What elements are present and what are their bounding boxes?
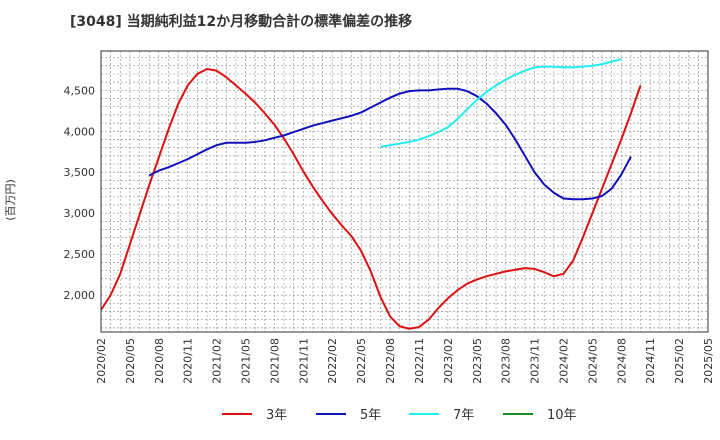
y-axis-label: (百万円) [4, 179, 17, 221]
x-tick-label: 2023/08 [500, 338, 513, 384]
plot-area: 2,000 2,500 3,000 3,500 4,000 4,500 2020/02 202… [64, 50, 715, 384]
x-tick-label: 2024/05 [586, 338, 599, 384]
y-tick-label: 3,000 [64, 207, 96, 220]
y-tick-label: 4,000 [64, 125, 96, 138]
series-line-3年 [100, 68, 642, 330]
legend-label-7年: 7年 [453, 408, 474, 423]
plot-border [100, 50, 709, 333]
x-tick-label: 2020/08 [153, 338, 166, 384]
x-tick-label: 2024/02 [557, 338, 570, 384]
x-tick-label: 2020/11 [182, 338, 195, 384]
y-tick-label: 2,500 [64, 248, 96, 261]
x-tick-label: 2022/08 [384, 338, 397, 384]
x-tick-label: 2020/05 [124, 338, 137, 384]
x-tick-label: 2021/11 [297, 338, 310, 384]
x-tick-label: 2024/11 [644, 338, 657, 384]
y-tick-label: 4,500 [64, 84, 96, 97]
series-line-5年 [148, 87, 632, 201]
x-tick-label: 2024/08 [615, 338, 628, 384]
legend-label-5年: 5年 [360, 408, 381, 423]
x-tick-label: 2025/02 [673, 338, 686, 384]
y-tick-label: 2,000 [64, 289, 96, 302]
x-tick-label: 2022/11 [413, 338, 426, 384]
legend-label-10年: 10年 [547, 408, 577, 423]
x-tick-label: 2022/05 [355, 338, 368, 384]
x-tick-label: 2023/11 [529, 338, 542, 384]
x-tick-label: 2021/08 [268, 338, 281, 384]
x-tick-label: 2021/02 [211, 338, 224, 384]
x-tick-label: 2025/05 [702, 338, 715, 384]
x-tick-label: 2023/05 [471, 338, 484, 384]
x-tick-label: 2020/02 [95, 338, 108, 384]
legend: 3年 5年 7年 10年 [222, 408, 577, 423]
y-tick-label: 3,500 [64, 166, 96, 179]
x-tick-label: 2022/02 [326, 338, 339, 384]
chart-title: [3048] 当期純利益12か月移動合計の標準偏差の推移 [70, 13, 412, 30]
series-line-7年 [380, 58, 622, 148]
x-tick-label: 2023/02 [442, 338, 455, 384]
legend-label-3年: 3年 [266, 408, 287, 423]
x-tick-label: 2021/05 [240, 338, 253, 384]
